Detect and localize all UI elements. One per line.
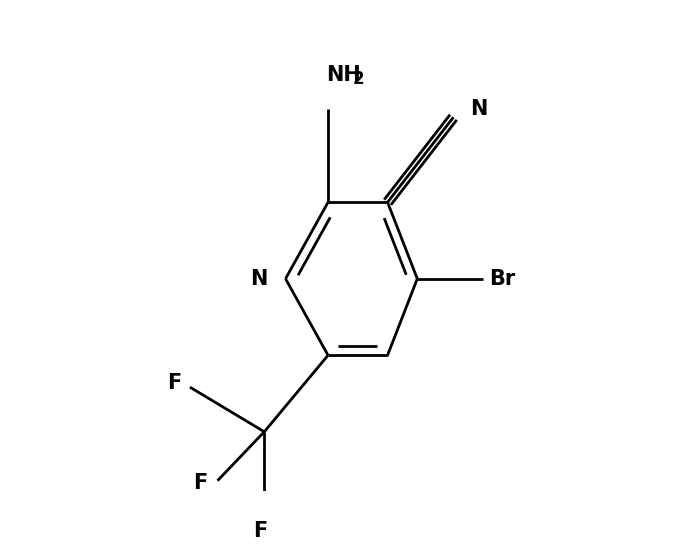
Text: 2: 2 — [353, 70, 364, 88]
Text: F: F — [167, 373, 181, 393]
Text: F: F — [253, 521, 267, 541]
Text: N: N — [471, 99, 488, 119]
Text: F: F — [193, 473, 207, 493]
Text: N: N — [251, 269, 268, 289]
Text: NH: NH — [326, 65, 361, 86]
Text: Br: Br — [489, 269, 516, 289]
